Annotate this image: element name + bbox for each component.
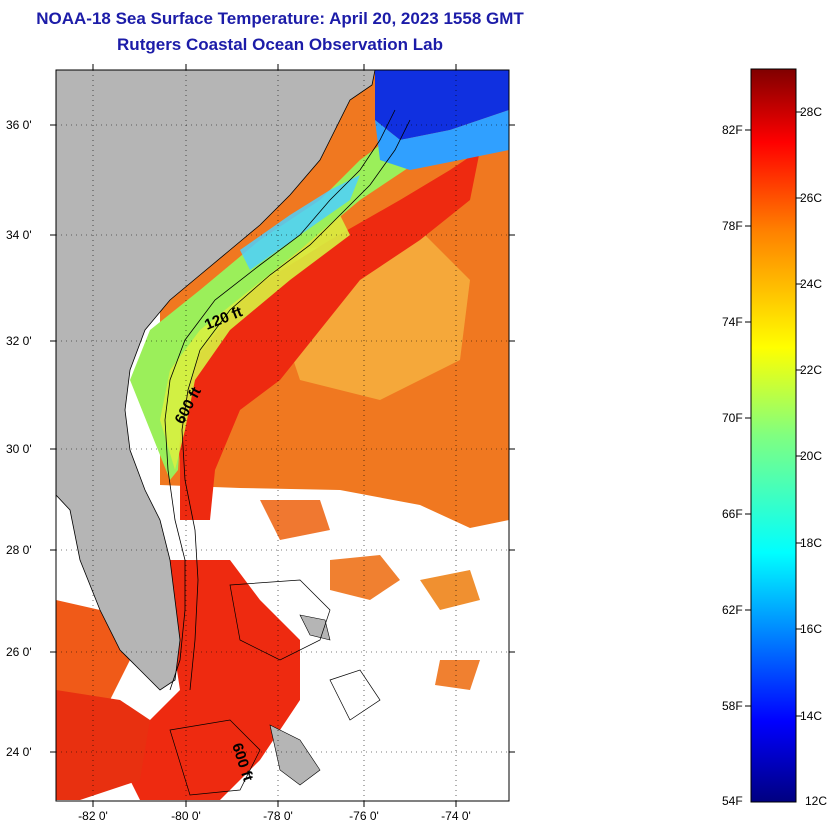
map-frame [55,69,510,802]
lon-label: -82 0' [78,809,108,823]
colorbar-f-label: 54F [722,794,743,808]
lat-label: 24 0' [6,745,32,759]
colorbar-c-label: 14C [800,709,823,723]
colorbar-f-label: 70F [722,411,743,425]
colorbar-ticks [745,111,802,717]
colorbar-f-label: 62F [722,603,743,617]
colorbar-c-label: 22C [800,363,823,377]
axis-ticks [50,64,515,807]
lat-label: 34 0' [6,228,32,242]
lat-label: 32 0' [6,334,32,348]
isobath-120ft [164,109,396,691]
graticule [56,70,509,801]
lat-label: 28 0' [6,543,32,557]
lat-label: 26 0' [6,645,32,659]
lon-label: -74 0' [441,809,471,823]
sst-gulf-stream [175,150,480,520]
colorbar-c-label: 12C [805,794,828,808]
lon-label: -76 0' [349,809,379,823]
colorbar [750,68,797,803]
colorbar-c-label: 28C [800,105,823,119]
colorbar-f-label: 66F [722,507,743,521]
lat-label: 36 0' [6,118,32,132]
colorbar-f-label: 58F [722,699,743,713]
land-mass [56,70,376,691]
sst-shelf-water [130,130,420,480]
colorbar-c-label: 20C [800,449,823,463]
lat-label: 30 0' [6,442,32,456]
page-subtitle: Rutgers Coastal Ocean Observation Lab [117,35,443,54]
colorbar-f-label: 82F [722,123,743,137]
colorbar-f-label: 74F [722,315,743,329]
colorbar-c-label: 18C [800,536,823,550]
isobath-600ft [181,119,411,691]
lon-label: -80 0' [171,809,201,823]
colorbar-f-label: 78F [722,219,743,233]
page-title: NOAA-18 Sea Surface Temperature: April 2… [36,9,524,28]
colorbar-c-label: 26C [800,191,823,205]
colorbar-c-label: 24C [800,277,823,291]
colorbar-c-label: 16C [800,622,823,636]
lon-label: -78 0' [263,809,293,823]
